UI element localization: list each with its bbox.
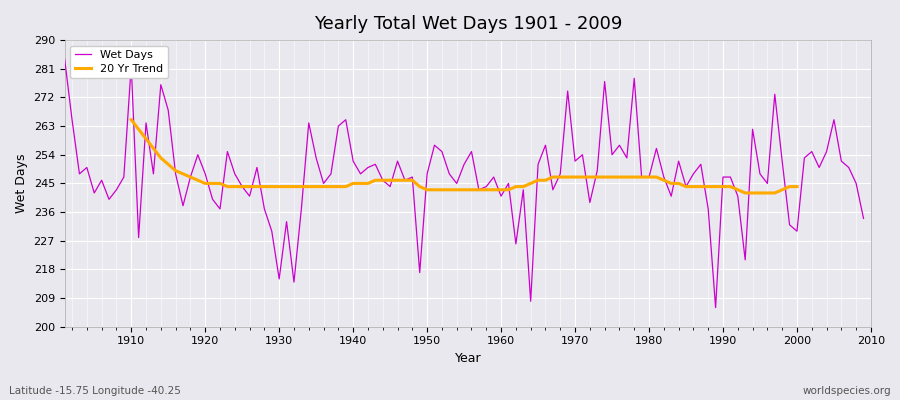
X-axis label: Year: Year: [454, 352, 482, 365]
Wet Days: [710, 305, 721, 310]
Wet Days: [326, 172, 337, 176]
Text: Latitude -15.75 Longitude -40.25: Latitude -15.75 Longitude -40.25: [9, 386, 181, 396]
Wet Days: [59, 57, 70, 62]
Line: Wet Days: Wet Days: [65, 59, 863, 308]
20 Yr Trend: [777, 187, 788, 192]
Y-axis label: Wet Days: Wet Days: [15, 154, 28, 213]
Wet Days: [858, 216, 868, 221]
Wet Days: [489, 175, 500, 180]
Wet Days: [496, 194, 507, 198]
Text: worldspecies.org: worldspecies.org: [803, 386, 891, 396]
Title: Yearly Total Wet Days 1901 - 2009: Yearly Total Wet Days 1901 - 2009: [313, 15, 622, 33]
20 Yr Trend: [126, 117, 137, 122]
20 Yr Trend: [296, 184, 307, 189]
Wet Days: [281, 219, 292, 224]
Wet Days: [119, 175, 130, 180]
20 Yr Trend: [792, 184, 803, 189]
Line: 20 Yr Trend: 20 Yr Trend: [131, 120, 797, 193]
20 Yr Trend: [784, 184, 795, 189]
20 Yr Trend: [207, 181, 218, 186]
20 Yr Trend: [740, 190, 751, 195]
20 Yr Trend: [281, 184, 292, 189]
Legend: Wet Days, 20 Yr Trend: Wet Days, 20 Yr Trend: [70, 46, 167, 78]
20 Yr Trend: [688, 184, 698, 189]
Wet Days: [584, 200, 595, 205]
